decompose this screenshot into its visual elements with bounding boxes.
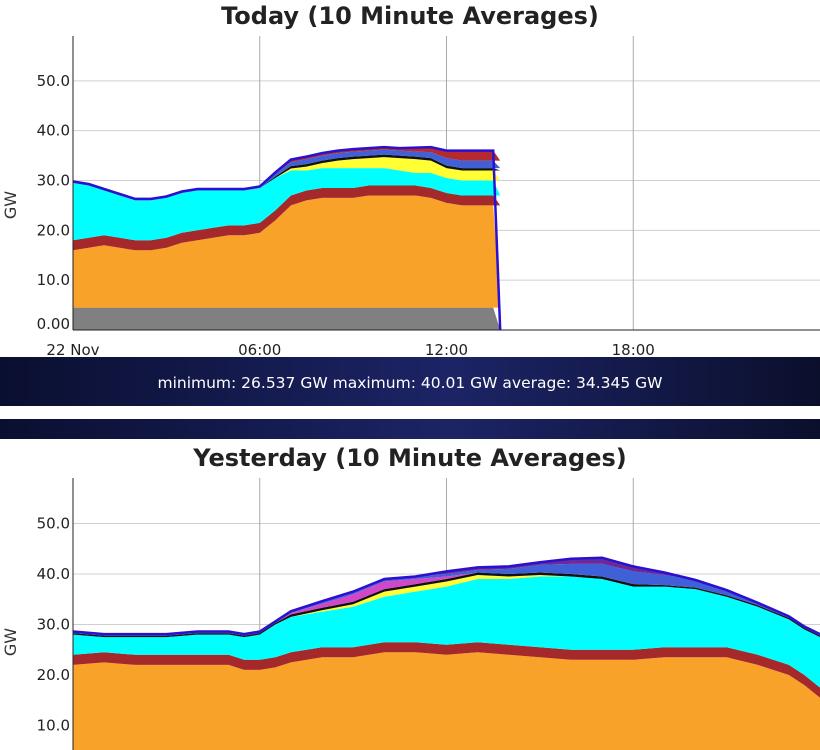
x-tick-label-0-1: 06:00	[238, 341, 281, 357]
y-tick-label-0-2: 20.0	[37, 221, 70, 239]
outline-line-1	[72, 556, 820, 636]
area-grey-0	[73, 307, 501, 330]
y-tick-label-0-1: 10.0	[37, 271, 70, 289]
y-tick-label-1-1: 20.0	[37, 666, 70, 684]
area-purple-1	[73, 557, 820, 635]
y-tick-label-0-3: 30.0	[37, 172, 70, 190]
x-tick-label-0-0: 22 Nov	[46, 341, 99, 357]
y-tick-label-0-0: 0.00	[37, 315, 70, 333]
area-blue-1	[73, 563, 820, 636]
area-orange-1	[73, 652, 820, 750]
y-tick-label-1-2: 30.0	[37, 615, 70, 633]
chart-title-today: Today (10 Minute Averages)	[221, 2, 599, 30]
x-tick-label-0-2: 12:00	[425, 341, 468, 357]
area-yellow-0	[73, 157, 501, 201]
y-tick-label-1-0: 10.0	[37, 716, 70, 734]
stats-text: minimum: 26.537 GW maximum: 40.01 GW ave…	[157, 374, 663, 392]
chart-today: 0.00 10.0 20.0 30.0 40.0 50.0 22 Nov 06:00 12:00…	[1, 36, 820, 357]
area-darkred-0	[73, 185, 501, 251]
area-red-0	[73, 147, 501, 199]
chart-title-yesterday: Yesterday (10 Minute Averages)	[193, 444, 627, 472]
y-tick-label-1-4: 50.0	[37, 514, 70, 532]
x-tick-label-0-3: 18:00	[612, 341, 655, 357]
y-tick-label-0-5: 50.0	[37, 72, 70, 90]
y-tick-label-1-3: 40.0	[37, 565, 70, 583]
area-cyan-0	[73, 168, 501, 241]
area-cyan-1	[73, 576, 820, 688]
area-orange-0	[73, 195, 501, 308]
y-axis-title-0: GW	[1, 191, 20, 219]
area-darkred-1	[73, 642, 820, 698]
section-divider	[0, 419, 820, 439]
chart-yesterday: 10.0 20.0 30.0 40.0 50.0 GW	[1, 478, 820, 750]
y-tick-label-0-4: 40.0	[37, 122, 70, 140]
stats-bar: minimum: 26.537 GW maximum: 40.01 GW ave…	[0, 357, 820, 409]
y-axis-title-1: GW	[1, 628, 20, 656]
outline-line-0	[72, 145, 502, 331]
